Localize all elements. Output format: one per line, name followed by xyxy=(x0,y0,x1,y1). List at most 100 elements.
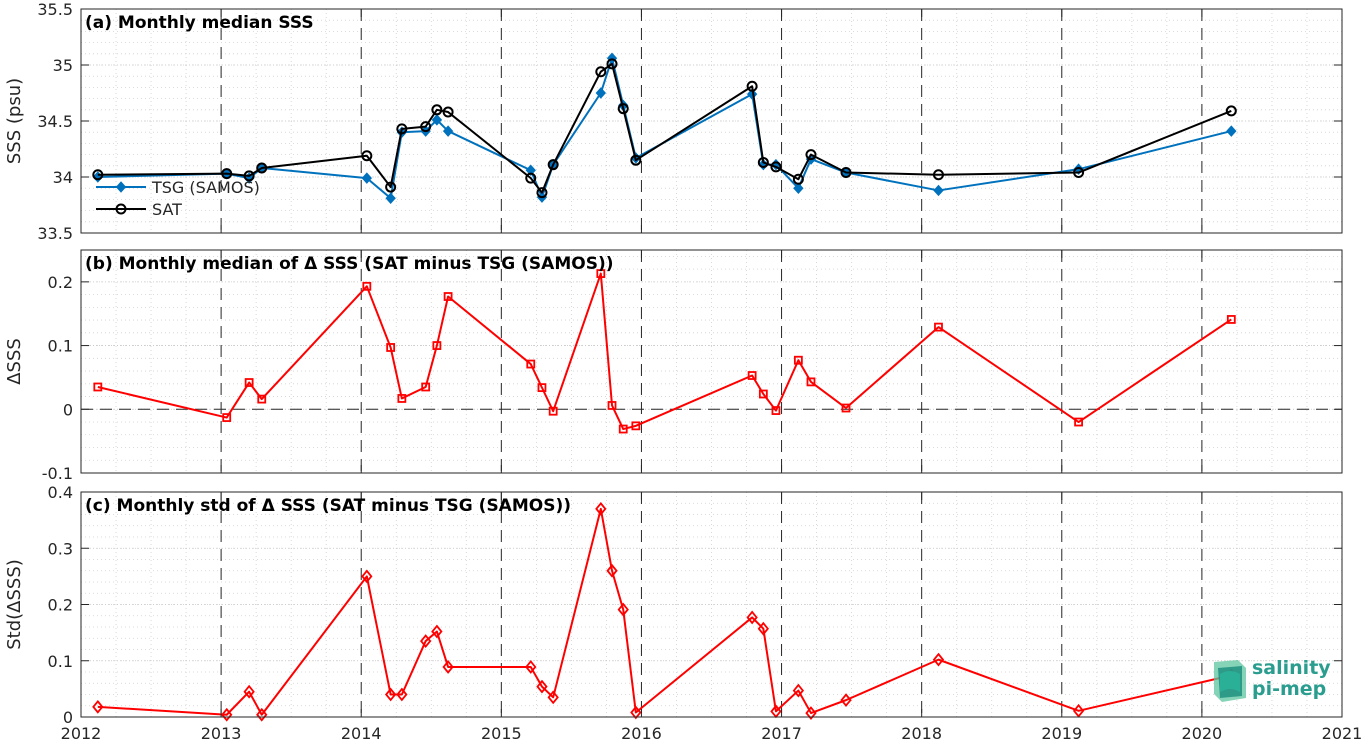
x-tick-label: 2016 xyxy=(621,724,662,743)
data-point xyxy=(631,421,641,431)
data-point xyxy=(630,154,642,166)
x-tick-label: 2020 xyxy=(1182,724,1223,743)
data-point xyxy=(421,382,431,392)
data-point xyxy=(385,181,397,193)
data-point xyxy=(243,684,255,699)
data-point xyxy=(548,406,558,416)
data-point xyxy=(431,114,443,126)
data-point xyxy=(115,203,127,215)
y-tick-label: 35.5 xyxy=(37,0,73,19)
data-point xyxy=(618,424,628,434)
y-tick-label: 0.3 xyxy=(48,539,73,558)
panel-c-std-delta-sss: 0 0.1 0.2 0.3 0.4 2012 2013 2014 2015 2016 2017 201… xyxy=(4,483,1362,743)
data-point xyxy=(92,699,104,714)
panel-title: (c) Monthly std of Δ SSS (SAT minus TSG … xyxy=(85,496,571,516)
legend-label: TSG (SAMOS) xyxy=(151,178,260,197)
x-tick-label: 2013 xyxy=(201,724,242,743)
data-point xyxy=(758,389,768,399)
data-point xyxy=(933,184,944,197)
data-point xyxy=(537,383,547,393)
x-tick-label: 2018 xyxy=(901,724,942,743)
data-point xyxy=(396,687,408,702)
data-point xyxy=(431,104,443,116)
data-point xyxy=(442,106,454,118)
data-point xyxy=(1225,105,1237,117)
data-point xyxy=(792,683,805,698)
data-point xyxy=(617,103,629,115)
data-point xyxy=(547,159,559,171)
data-point xyxy=(115,181,127,193)
data-point xyxy=(932,169,944,181)
data-point xyxy=(757,156,769,168)
data-point xyxy=(443,292,453,301)
data-point xyxy=(1073,167,1085,179)
y-tick-label: 0 xyxy=(63,708,73,727)
y-tick-label: 33.5 xyxy=(37,224,73,243)
y-axis-label: SSS (psu) xyxy=(4,78,25,164)
data-point xyxy=(256,707,268,722)
data-point xyxy=(606,563,618,578)
data-point xyxy=(806,377,816,387)
series-line xyxy=(97,57,1232,200)
data-point xyxy=(222,413,232,422)
x-tick-label: 2012 xyxy=(61,724,102,743)
legend: TSG (SAMOS) SAT xyxy=(96,178,260,219)
plot-area xyxy=(81,250,1342,473)
data-point xyxy=(770,161,782,173)
data-point xyxy=(525,164,536,177)
data-point xyxy=(397,394,407,403)
data-point xyxy=(396,123,408,135)
data-point xyxy=(256,162,268,174)
y-tick-label: 0.2 xyxy=(48,596,73,615)
data-point xyxy=(385,192,396,205)
data-point xyxy=(92,169,104,181)
y-tick-label: 34 xyxy=(53,168,73,187)
x-tick-label: 2014 xyxy=(341,724,382,743)
data-point xyxy=(536,679,548,694)
x-tick-label: 2015 xyxy=(481,724,522,743)
data-point xyxy=(747,371,757,380)
data-point xyxy=(386,343,396,352)
data-point xyxy=(442,660,454,674)
y-tick-label: 0 xyxy=(63,400,73,419)
data-point xyxy=(606,58,618,70)
axes-frame xyxy=(80,249,1343,474)
data-point xyxy=(746,80,758,92)
data-point xyxy=(934,322,943,332)
data-point xyxy=(257,394,267,404)
data-point xyxy=(1074,417,1083,427)
data-point xyxy=(525,172,537,184)
y-tick-label: 0.1 xyxy=(48,337,73,356)
data-point xyxy=(1226,315,1236,324)
panel-title: (b) Monthly median of Δ SSS (SAT minus T… xyxy=(85,254,614,274)
y-axis-label: Std(ΔSSS) xyxy=(4,559,25,650)
y-tick-label: -0.1 xyxy=(42,464,73,483)
data-point xyxy=(420,121,432,133)
data-point xyxy=(1226,125,1237,137)
legend-label: SAT xyxy=(152,200,182,219)
y-tick-label: 0.2 xyxy=(48,273,73,292)
data-point xyxy=(840,167,852,179)
panel-b-median-delta-sss: -0.1 0 0.1 0.2 ΔSSS (b) Monthly median of Δ S… xyxy=(4,249,1343,483)
x-tick-label: 2021 xyxy=(1322,724,1363,743)
data-point xyxy=(536,187,548,199)
data-point xyxy=(526,359,536,369)
y-axis-label: ΔSSS xyxy=(4,338,25,385)
data-point xyxy=(792,173,804,185)
logo-text: salinity pi-mep xyxy=(1252,658,1331,700)
y-tick-label: 34.5 xyxy=(37,112,73,131)
data-point xyxy=(362,281,372,291)
data-point xyxy=(595,501,607,516)
data-point xyxy=(617,602,629,617)
y-tick-label: 0.1 xyxy=(48,652,73,671)
data-point xyxy=(596,269,606,278)
y-tick-label: 0.4 xyxy=(48,483,73,502)
data-point xyxy=(361,569,373,584)
data-point xyxy=(805,149,817,161)
data-point xyxy=(431,624,443,639)
data-point xyxy=(757,621,770,636)
x-tick-label: 2019 xyxy=(1041,724,1082,743)
data-point xyxy=(746,610,758,625)
data-point xyxy=(525,660,537,674)
